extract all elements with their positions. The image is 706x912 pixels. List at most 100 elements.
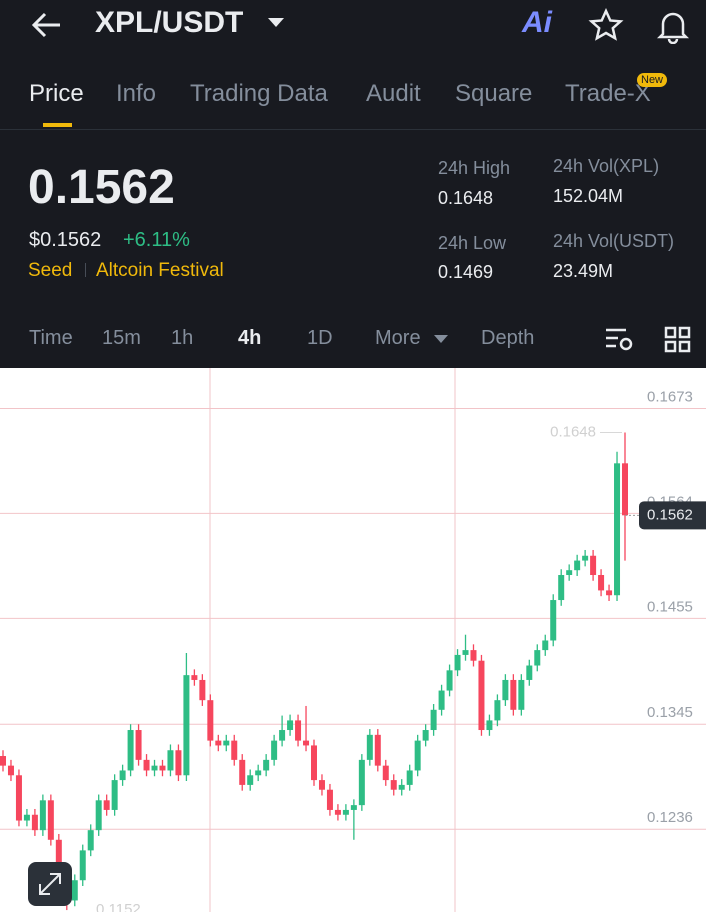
candle-body [414,740,421,771]
fullscreen-button[interactable] [28,862,72,906]
candle-body [167,750,174,771]
candle-body [350,805,357,810]
candle-body [590,555,597,576]
candle-body [510,679,517,710]
tab[interactable]: Trading Data [190,80,328,107]
candle-body [550,600,557,641]
candle-body [311,745,317,781]
tab[interactable]: Square [455,80,533,107]
candle-body [199,679,206,701]
dropdown-icon[interactable] [266,16,286,28]
candle-body [462,650,469,655]
candle-body [614,463,621,596]
y-tick-label: 0.1673 [647,388,693,405]
price-change: +6.11% [123,229,190,251]
timeframe[interactable]: Depth [481,327,535,349]
candle-body [39,800,46,831]
candle-body [231,740,238,760]
candle-body [518,679,525,710]
candle-body [422,730,429,741]
candle-body [430,709,437,731]
candle-body [470,650,477,661]
candle-body [0,756,6,766]
active-tab-indicator [43,123,72,127]
candle-body [558,575,565,601]
candle-body [366,734,373,760]
more-caret[interactable] [433,334,449,344]
timeframe[interactable]: Time [29,327,73,349]
timeframe[interactable]: More [375,327,421,349]
candle-body [119,770,126,781]
candle-body [358,759,365,806]
tab[interactable]: Price [29,80,84,107]
candle-body [279,730,286,741]
tag-separator [85,263,86,277]
candlestick-chart: 0.16730.15640.14550.13450.12360.16480.11… [0,368,706,912]
candle-body [111,780,118,810]
timeframe[interactable]: 1D [307,327,333,349]
candle-body [318,780,325,790]
market-header: XPL/USDT Ai Price Info Trading Data Audi… [0,0,706,368]
layout-icon[interactable] [664,326,692,354]
candle-body [95,800,102,831]
timeframe[interactable]: 15m [102,327,141,349]
candle-body [598,575,605,591]
candle-body [255,770,262,776]
candle-body [223,740,230,746]
timeframe[interactable]: 4h [238,327,262,349]
candle-body [390,780,397,790]
candle-body [175,750,182,776]
last-price: 0.1562 [28,161,175,214]
candle-body [103,800,110,810]
candle-body [127,730,134,771]
favorite-icon[interactable] [588,8,624,42]
stat-label: 24h High [438,158,511,178]
candle-body [239,759,246,785]
y-tick-label: 0.1345 [647,704,693,721]
candle-body [606,590,613,596]
candle-body [478,660,485,731]
pair-title[interactable]: XPL/USDT [95,6,244,39]
candle-body [326,789,333,810]
candle-body [534,650,541,666]
candle-body [382,765,389,781]
back-button[interactable] [30,10,64,40]
new-badge: New [637,73,668,87]
last-price-label: 0.1562 [647,506,693,523]
candle-body [542,640,549,651]
candle-body [151,765,158,771]
candle-body [574,560,581,571]
candle-body [446,670,453,691]
tag[interactable]: Altcoin Festival [96,260,224,281]
tag[interactable]: Seed [28,260,73,281]
candle-body [582,555,589,561]
timeframe[interactable]: 1h [171,327,194,349]
candle-body [215,740,222,746]
tab[interactable]: Info [116,80,157,107]
candle-body [438,690,445,710]
stat-value: 0.1648 [438,188,494,208]
candle-body [566,570,573,576]
ai-icon[interactable]: Ai [522,6,552,39]
candle-body [486,720,493,731]
last-price-tag [639,501,706,530]
candle-body [15,775,22,821]
candle-body [263,759,270,771]
candle-body [207,700,214,741]
candle-body [334,809,341,815]
candle-body [622,463,628,516]
candle-body [494,700,501,721]
candle-body [295,720,302,741]
candle-body [159,765,166,771]
candle-body [79,850,86,881]
stat-label: 24h Vol(USDT) [553,231,675,251]
candle-body [342,809,349,815]
candle-body [23,814,30,821]
tab[interactable]: Trade-X [565,80,651,107]
indicator-icon[interactable] [604,326,634,354]
alert-icon[interactable] [655,8,691,44]
candle-body [31,814,38,831]
candle-body [7,765,14,776]
tab[interactable]: Audit [366,80,421,107]
